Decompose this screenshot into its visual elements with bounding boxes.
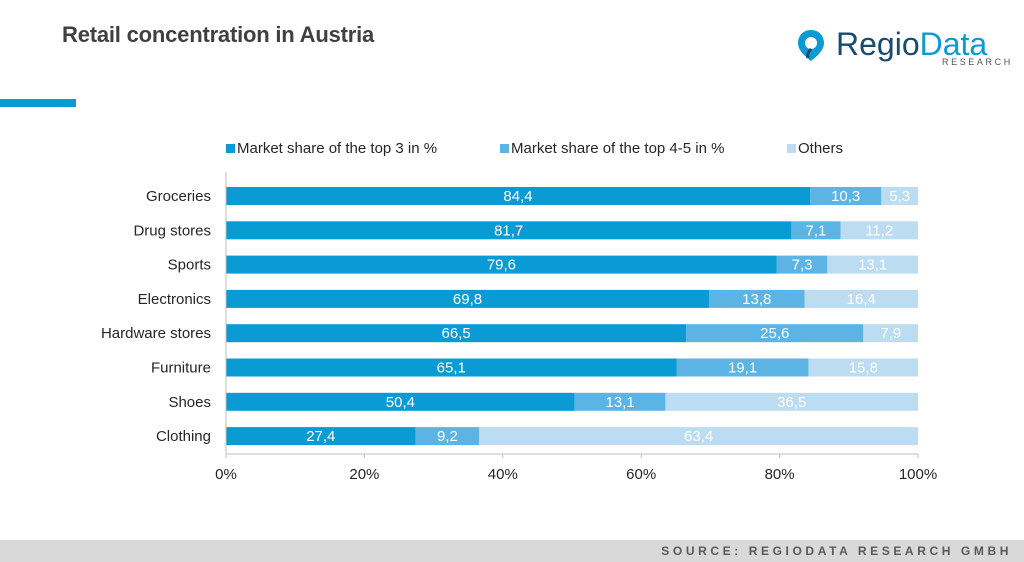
location-pin-icon bbox=[798, 30, 824, 61]
category-label: Hardware stores bbox=[101, 325, 211, 342]
data-label: 66,5 bbox=[441, 325, 470, 342]
bar-segment-1 bbox=[226, 289, 710, 308]
bar-segment-2 bbox=[415, 427, 480, 446]
bar-segment-3 bbox=[881, 187, 918, 205]
logo-name-part1: Regio bbox=[836, 26, 920, 62]
x-tick-label: 40% bbox=[488, 466, 518, 483]
bar-segment-3 bbox=[840, 221, 918, 240]
data-label: 19,1 bbox=[728, 360, 757, 377]
category-label: Groceries bbox=[146, 188, 211, 205]
data-label: 15,8 bbox=[849, 360, 878, 377]
logo-subtitle: RESEARCH bbox=[942, 57, 1013, 67]
data-label: 25,6 bbox=[760, 325, 789, 342]
title-accent-line bbox=[0, 99, 76, 107]
x-tick-label: 100% bbox=[899, 466, 937, 483]
data-label: 7,3 bbox=[792, 257, 813, 274]
logo-name-part2: Data bbox=[919, 26, 988, 62]
data-label: 9,2 bbox=[437, 428, 458, 445]
bar-segment-1 bbox=[226, 392, 575, 411]
bar-segment-2 bbox=[791, 221, 841, 240]
data-label: 13,1 bbox=[858, 257, 887, 274]
x-tick-label: 20% bbox=[349, 466, 379, 483]
bar-segment-2 bbox=[676, 358, 809, 377]
data-label: 7,1 bbox=[806, 222, 827, 239]
data-label: 10,3 bbox=[831, 188, 860, 205]
legend-label-2: Market share of the top 4-5 in % bbox=[511, 140, 724, 157]
bar-segment-2 bbox=[709, 289, 805, 308]
category-label: Furniture bbox=[151, 360, 211, 377]
legend-label-3: Others bbox=[798, 140, 843, 157]
logo-name: RegioData bbox=[836, 26, 987, 63]
bar-segment-1 bbox=[226, 427, 416, 446]
data-label: 5,3 bbox=[889, 188, 910, 205]
category-label: Clothing bbox=[156, 428, 211, 445]
bar-segment-1 bbox=[226, 187, 811, 205]
data-label: 69,8 bbox=[453, 291, 482, 308]
stacked-bar-chart: Market share of the top 3 in % Market sha… bbox=[101, 140, 937, 483]
bar-segment-3 bbox=[808, 358, 918, 377]
legend-swatch-1 bbox=[226, 144, 235, 153]
bar-segment-2 bbox=[776, 255, 828, 274]
bar-segment-3 bbox=[665, 392, 918, 411]
data-label: 36,5 bbox=[777, 394, 806, 411]
bar-segment-3 bbox=[804, 289, 918, 308]
data-label: 65,1 bbox=[437, 360, 466, 377]
category-label: Drug stores bbox=[133, 222, 211, 239]
bar-segment-2 bbox=[574, 392, 666, 411]
category-label: Shoes bbox=[168, 394, 211, 411]
category-label: Electronics bbox=[138, 291, 211, 308]
legend-swatch-2 bbox=[500, 144, 509, 153]
data-label: 81,7 bbox=[494, 222, 523, 239]
data-label: 84,4 bbox=[503, 188, 532, 205]
bar-segment-2 bbox=[686, 324, 864, 343]
data-label: 79,6 bbox=[487, 257, 516, 274]
bar-segment-1 bbox=[226, 255, 777, 274]
regiodata-logo: RegioData RESEARCH bbox=[796, 24, 1010, 70]
legend-label-1: Market share of the top 3 in % bbox=[237, 140, 437, 157]
page-title: Retail concentration in Austria bbox=[62, 22, 375, 47]
data-label: 11,2 bbox=[865, 222, 893, 239]
category-label: Sports bbox=[168, 257, 211, 274]
data-label: 27,4 bbox=[306, 428, 335, 445]
x-tick-label: 60% bbox=[626, 466, 656, 483]
source-text: SOURCE: REGIODATA RESEARCH GMBH bbox=[661, 544, 1012, 558]
bar-segment-3 bbox=[827, 255, 918, 274]
bar-segment-2 bbox=[810, 187, 882, 205]
legend-swatch-3 bbox=[787, 144, 796, 153]
bar-segment-1 bbox=[226, 221, 792, 240]
bar-segment-3 bbox=[863, 324, 918, 343]
footer-bar: SOURCE: REGIODATA RESEARCH GMBH bbox=[0, 540, 1024, 562]
bar-segment-1 bbox=[226, 358, 677, 377]
x-tick-label: 80% bbox=[765, 466, 795, 483]
data-label: 16,4 bbox=[847, 291, 876, 308]
bar-segment-1 bbox=[226, 324, 687, 343]
data-label: 7,9 bbox=[880, 325, 901, 342]
x-tick-label: 0% bbox=[215, 466, 237, 483]
data-label: 63,4 bbox=[684, 428, 713, 445]
data-label: 50,4 bbox=[386, 394, 415, 411]
data-label: 13,1 bbox=[605, 394, 634, 411]
bar-segment-3 bbox=[479, 427, 918, 446]
data-label: 13,8 bbox=[742, 291, 771, 308]
